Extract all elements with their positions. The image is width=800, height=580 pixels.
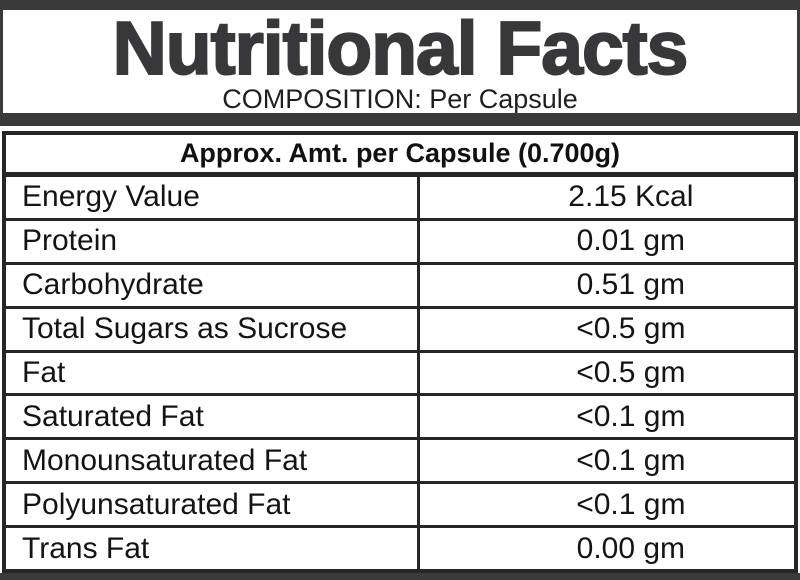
nutrient-name: Trans Fat bbox=[6, 528, 420, 570]
table-row: Polyunsaturated Fat <0.1 gm bbox=[6, 484, 794, 529]
page-title: Nutritional Facts bbox=[112, 10, 690, 90]
nutrition-table: Approx. Amt. per Capsule (0.700g) Energy… bbox=[2, 131, 798, 573]
bottom-divider-bar bbox=[0, 573, 800, 580]
nutrient-name: Carbohydrate bbox=[6, 264, 420, 306]
nutrient-value: <0.5 gm bbox=[576, 312, 686, 346]
nutrient-value: 0.00 gm bbox=[576, 531, 686, 565]
composition-subtitle: COMPOSITION: Per Capsule bbox=[222, 84, 578, 113]
nutrient-name: Polyunsaturated Fat bbox=[6, 484, 420, 526]
label-header: Nutritional Facts COMPOSITION: Per Capsu… bbox=[0, 10, 800, 113]
nutrient-value: <0.5 gm bbox=[576, 356, 686, 389]
nutrient-value: <0.1 gm bbox=[576, 443, 686, 477]
nutrient-value: <0.1 gm bbox=[576, 399, 686, 433]
table-header: Approx. Amt. per Capsule (0.700g) bbox=[6, 135, 794, 177]
nutrient-name: Fat bbox=[6, 352, 420, 394]
table-row: Fat <0.5 gm bbox=[6, 352, 794, 397]
table-row: Energy Value 2.15 Kcal bbox=[6, 177, 794, 221]
table-row: Total Sugars as Sucrose <0.5 gm bbox=[6, 308, 794, 353]
table-row: Trans Fat 0.00 gm bbox=[6, 528, 794, 570]
header-separator-bar bbox=[0, 113, 800, 126]
nutrient-name: Total Sugars as Sucrose bbox=[6, 308, 420, 350]
table-row: Protein 0.01 gm bbox=[6, 220, 794, 265]
nutrient-name: Saturated Fat bbox=[6, 396, 420, 438]
nutrient-value: 0.01 gm bbox=[576, 224, 686, 258]
table-row: Saturated Fat <0.1 gm bbox=[6, 396, 794, 441]
table-row: Carbohydrate 0.51 gm bbox=[6, 264, 794, 309]
nutrient-value: 0.51 gm bbox=[576, 268, 686, 302]
nutrient-value: <0.1 gm bbox=[576, 487, 686, 521]
nutrient-value: 2.15 Kcal bbox=[568, 180, 694, 214]
nutrient-name: Protein bbox=[6, 220, 420, 262]
nutrient-name: Monounsaturated Fat bbox=[6, 440, 420, 482]
nutrient-name: Energy Value bbox=[6, 177, 420, 218]
top-divider-bar bbox=[0, 0, 800, 10]
table-row: Monounsaturated Fat <0.1 gm bbox=[6, 440, 794, 485]
